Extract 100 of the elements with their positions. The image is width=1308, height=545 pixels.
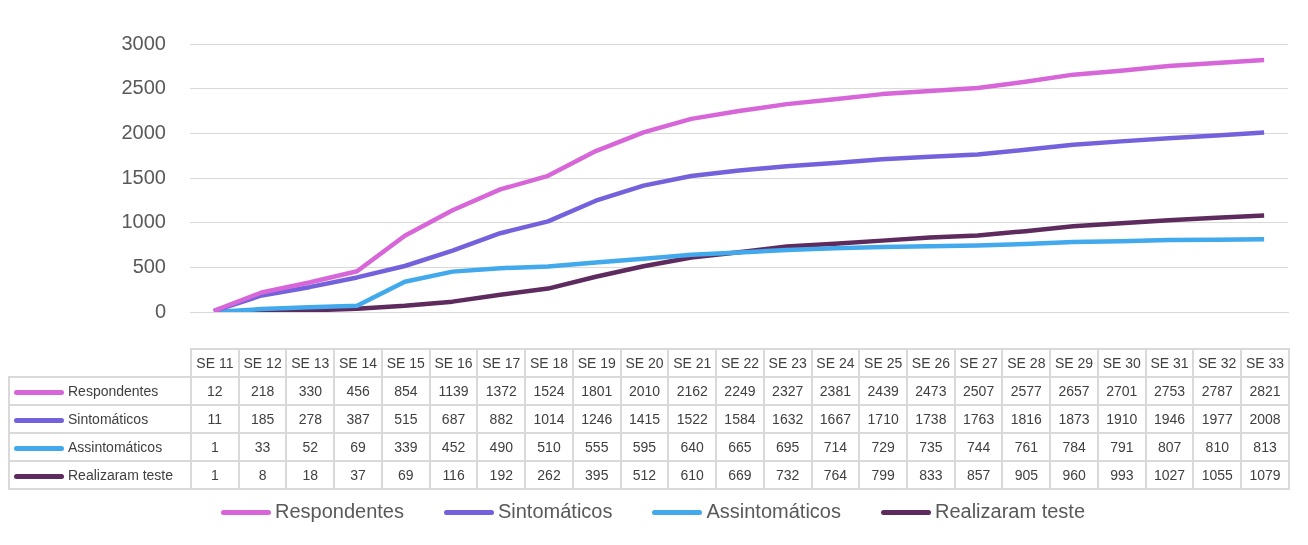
x-tick-label: SE 13 (286, 349, 335, 377)
data-label: 1027 (1145, 461, 1194, 489)
text: Assintomáticos (706, 500, 841, 522)
data-label: 387 (334, 405, 382, 433)
data-label: 1816 (1002, 405, 1051, 433)
data-label: 37 (334, 461, 382, 489)
data-label: 330 (286, 377, 335, 405)
data-label: 833 (907, 461, 955, 489)
data-label: 515 (381, 405, 430, 433)
data-label: 262 (525, 461, 573, 489)
x-tick-label: SE 18 (525, 349, 573, 377)
data-label: 2507 (954, 377, 1003, 405)
data-label: 669 (716, 461, 764, 489)
data-label: 732 (763, 461, 812, 489)
data-label: 784 (1050, 433, 1098, 461)
data-label: 2162 (668, 377, 717, 405)
data-label: 185 (238, 405, 287, 433)
x-tick-label: SE 22 (716, 349, 764, 377)
x-tick-label: SE 12 (238, 349, 287, 377)
legend-label: Respondentes (68, 383, 159, 399)
data-label: 2249 (716, 377, 764, 405)
data-label: 512 (620, 461, 669, 489)
data-label: 735 (907, 433, 955, 461)
data-label: 2008 (1241, 405, 1289, 433)
y-tick-label: 500 (132, 254, 166, 277)
data-label: 665 (716, 433, 764, 461)
x-tick-label: SE 25 (859, 349, 908, 377)
data-label: 813 (1241, 433, 1289, 461)
data-label: 1873 (1050, 405, 1098, 433)
data-label: 278 (286, 405, 335, 433)
x-tick-label: SE 30 (1097, 349, 1146, 377)
data-label: 490 (477, 433, 526, 461)
data-label: 1522 (668, 405, 717, 433)
data-label: 1763 (954, 405, 1003, 433)
data-label: 960 (1050, 461, 1098, 489)
data-label: 339 (381, 433, 430, 461)
x-tick-label: SE 33 (1241, 349, 1289, 377)
data-label: 555 (572, 433, 621, 461)
data-label: 218 (238, 377, 287, 405)
data-label: 452 (429, 433, 478, 461)
data-label: 1584 (716, 405, 764, 433)
data-label: 695 (763, 433, 812, 461)
x-tick-label: SE 19 (572, 349, 621, 377)
data-label: 993 (1097, 461, 1146, 489)
data-label: 610 (668, 461, 717, 489)
data-label: 595 (620, 433, 669, 461)
legend-label: Sintomáticos (68, 411, 149, 427)
data-label: 52 (286, 433, 335, 461)
data-label: 1246 (572, 405, 621, 433)
data-label: 1910 (1097, 405, 1146, 433)
x-tick-label: SE 31 (1145, 349, 1194, 377)
y-tick-label: 3000 (121, 31, 166, 54)
y-tick-label: 1000 (121, 210, 166, 233)
x-tick-label: SE 28 (1002, 349, 1051, 377)
data-label: 116 (429, 461, 478, 489)
legend-label: Realizaram teste (68, 467, 174, 483)
data-label: 2439 (859, 377, 908, 405)
data-label: 11 (191, 405, 239, 433)
data-label: 1632 (763, 405, 812, 433)
x-tick-label: SE 14 (334, 349, 382, 377)
data-label: 2327 (763, 377, 812, 405)
text: Realizaram teste (934, 500, 1086, 522)
data-label: 192 (477, 461, 526, 489)
data-label: 1 (191, 433, 239, 461)
data-label: 1372 (477, 377, 526, 405)
y-tick-label: 2500 (121, 76, 166, 99)
data-label: 2577 (1002, 377, 1051, 405)
data-label: 2701 (1097, 377, 1146, 405)
x-tick-label: SE 20 (620, 349, 669, 377)
data-label: 1667 (811, 405, 860, 433)
data-label: 1738 (907, 405, 955, 433)
data-label: 2473 (907, 377, 955, 405)
data-label: 2381 (811, 377, 860, 405)
data-label: 905 (1002, 461, 1051, 489)
data-label: 33 (238, 433, 287, 461)
data-label: 1710 (859, 405, 908, 433)
data-label: 1801 (572, 377, 621, 405)
data-label: 1055 (1193, 461, 1242, 489)
x-tick-label: SE 17 (477, 349, 526, 377)
data-label: 2753 (1145, 377, 1194, 405)
y-tick-label: 0 (154, 299, 166, 322)
data-label: 1977 (1193, 405, 1242, 433)
data-label: 1139 (429, 377, 478, 405)
x-tick-label: SE 26 (907, 349, 955, 377)
x-tick-label: SE 11 (191, 349, 239, 377)
x-tick-label: SE 15 (381, 349, 430, 377)
text: Respondentes (274, 500, 404, 522)
text: Sintomáticos (497, 500, 613, 522)
data-label: 764 (811, 461, 860, 489)
legend-label: Assintomáticos (68, 439, 163, 455)
data-label: 1524 (525, 377, 573, 405)
data-label: 18 (286, 461, 335, 489)
data-label: 2010 (620, 377, 669, 405)
data-label: 714 (811, 433, 860, 461)
x-tick-label: SE 29 (1050, 349, 1098, 377)
data-label: 729 (859, 433, 908, 461)
x-tick-label: SE 21 (668, 349, 717, 377)
data-label: 2657 (1050, 377, 1098, 405)
data-label: 799 (859, 461, 908, 489)
data-label: 12 (191, 377, 239, 405)
